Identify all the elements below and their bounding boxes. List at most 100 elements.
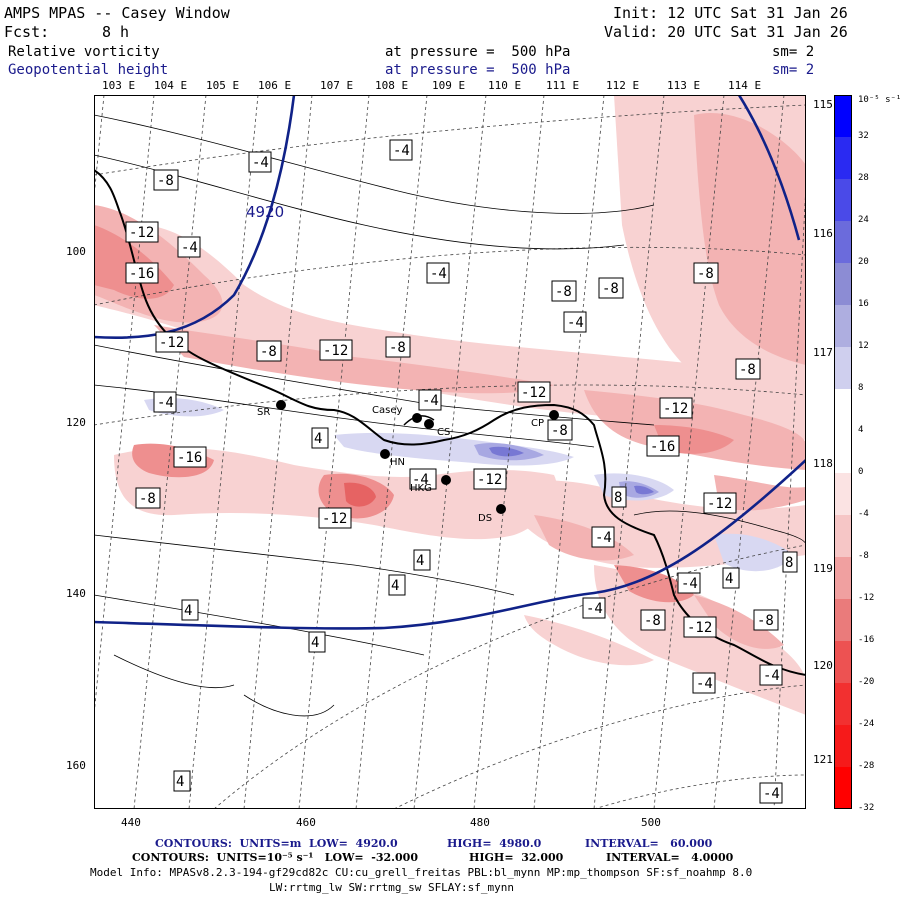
contour-label-box: -12 <box>659 397 693 419</box>
station-marker[interactable]: CP <box>531 410 559 429</box>
colorbar-label: 16 <box>858 299 869 309</box>
model-info: Model Info: MPASv8.2.3-194-gf29cd82c CU:… <box>90 866 753 879</box>
lon-label: 112 E <box>606 79 640 92</box>
svg-text:8: 8 <box>785 555 793 571</box>
field2-level: at pressure = 500 hPa <box>385 62 571 78</box>
colorbar-cell <box>834 599 852 642</box>
map-frame <box>94 95 806 809</box>
contour-label-box: -12 <box>683 616 717 638</box>
svg-text:CS: CS <box>437 427 450 438</box>
svg-text:-8: -8 <box>739 362 756 378</box>
contour-label-box: -4 <box>582 597 606 619</box>
colorbar-cell <box>834 767 852 809</box>
contour-label-box: -12 <box>319 339 353 361</box>
svg-text:Casey: Casey <box>372 405 402 416</box>
svg-text:-8: -8 <box>697 266 714 282</box>
forecast-label: Fcst: <box>4 23 50 41</box>
contour-label-box: -12 <box>703 492 737 514</box>
contour-label-box: -4 <box>759 664 783 686</box>
station-marker[interactable]: DS <box>478 504 506 524</box>
svg-text:-12: -12 <box>159 335 184 351</box>
svg-text:-4: -4 <box>567 315 584 331</box>
lon-label: 111 E <box>546 79 580 92</box>
colorbar-cell <box>834 557 852 600</box>
contour-label-box: -4 <box>248 151 272 173</box>
lon-label: 113 E <box>667 79 701 92</box>
contour-label-box: -16 <box>646 435 680 457</box>
vorticity-contour-info: CONTOURS: UNITS=10⁻⁵ s⁻¹ LOW= -32.000 <box>132 851 418 864</box>
station-marker[interactable]: SR <box>257 400 286 418</box>
field1-name: Relative vorticity <box>8 44 160 60</box>
colorbar-label: -8 <box>858 551 869 561</box>
contour-label-box: -4 <box>418 389 442 411</box>
colorbar-label: 32 <box>858 131 869 141</box>
contour-label-box: -8 <box>547 419 573 441</box>
colorbar-label: 28 <box>858 173 869 183</box>
colorbar-cell <box>834 641 852 684</box>
station-marker[interactable]: HN <box>380 449 405 468</box>
svg-text:-8: -8 <box>602 281 619 297</box>
svg-text:-12: -12 <box>129 225 154 241</box>
svg-text:-4: -4 <box>763 786 780 802</box>
colorbar-label: -28 <box>858 761 875 771</box>
contour-label-box: 4 <box>173 770 191 792</box>
contour-label-box: -12 <box>473 468 507 490</box>
svg-text:-12: -12 <box>322 511 347 527</box>
colorbar-cell <box>834 305 852 348</box>
contour-label-box: 8 <box>782 551 798 573</box>
contour-label-box: 8 <box>611 486 627 508</box>
contour-label-box: -8 <box>256 340 282 362</box>
contour-label-box: 4 <box>308 631 326 653</box>
forecast-hour: 8 h <box>102 23 130 41</box>
contour-label-box: -4 <box>591 526 615 548</box>
coastline <box>94 169 806 676</box>
colorbar-cell <box>834 725 852 768</box>
svg-text:-16: -16 <box>650 439 675 455</box>
colorbar-label: 0 <box>858 467 864 477</box>
station-marker[interactable]: Casey <box>372 405 422 423</box>
contour-label-box: -4 <box>759 782 783 804</box>
model-info-radiation: LW:rrtmg_lw SW:rrtmg_sw SFLAY:sf_mynn <box>269 881 515 894</box>
colorbar-cell <box>834 515 852 558</box>
colorbar-cell <box>834 95 852 138</box>
svg-text:-8: -8 <box>555 284 572 300</box>
svg-text:-16: -16 <box>177 450 202 466</box>
svg-text:-8: -8 <box>389 340 406 356</box>
contour-label-box: -8 <box>753 609 779 631</box>
contour-label-box: -8 <box>135 487 161 509</box>
svg-text:-8: -8 <box>644 613 661 629</box>
svg-text:CP: CP <box>531 418 544 429</box>
contour-label-box: -4 <box>409 468 437 490</box>
svg-text:-4: -4 <box>763 668 780 684</box>
colorbar-cell <box>834 137 852 180</box>
colorbar-label: -12 <box>858 593 875 603</box>
svg-text:-12: -12 <box>663 401 688 417</box>
svg-text:HN: HN <box>390 457 405 468</box>
station-marker[interactable]: CS <box>424 419 450 438</box>
colorbar-cell <box>834 683 852 726</box>
contour-label-box: -4 <box>426 262 450 284</box>
station-marker[interactable]: HKG <box>410 475 451 494</box>
contour-label-box: -16 <box>173 446 207 468</box>
colorbar-label: 24 <box>858 215 869 225</box>
svg-text:-8: -8 <box>139 491 156 507</box>
field2-name: Geopotential height <box>8 62 169 78</box>
y-tick-label: 140 <box>66 587 86 600</box>
vorticity-contour-high: HIGH= 32.000 <box>469 851 564 864</box>
svg-text:SR: SR <box>257 407 270 418</box>
contour-label-box: 4 <box>181 599 199 621</box>
colorbar-label: -20 <box>858 677 875 687</box>
svg-text:4: 4 <box>391 578 399 594</box>
lon-label: 103 E <box>102 79 136 92</box>
x-tick-label: 480 <box>470 816 490 829</box>
contour-label-box: -4 <box>153 391 177 413</box>
x-tick-label: 460 <box>296 816 316 829</box>
lon-label: 105 E <box>206 79 240 92</box>
x-tick-label: 440 <box>121 816 141 829</box>
colorbar-unit: 10⁻⁵ s⁻¹ <box>858 95 900 105</box>
colorbar-label: -4 <box>858 509 869 519</box>
field1-smoothing: sm= 2 <box>772 44 815 60</box>
svg-text:-4: -4 <box>430 266 447 282</box>
svg-text:4: 4 <box>314 431 322 447</box>
svg-text:4: 4 <box>176 774 184 790</box>
